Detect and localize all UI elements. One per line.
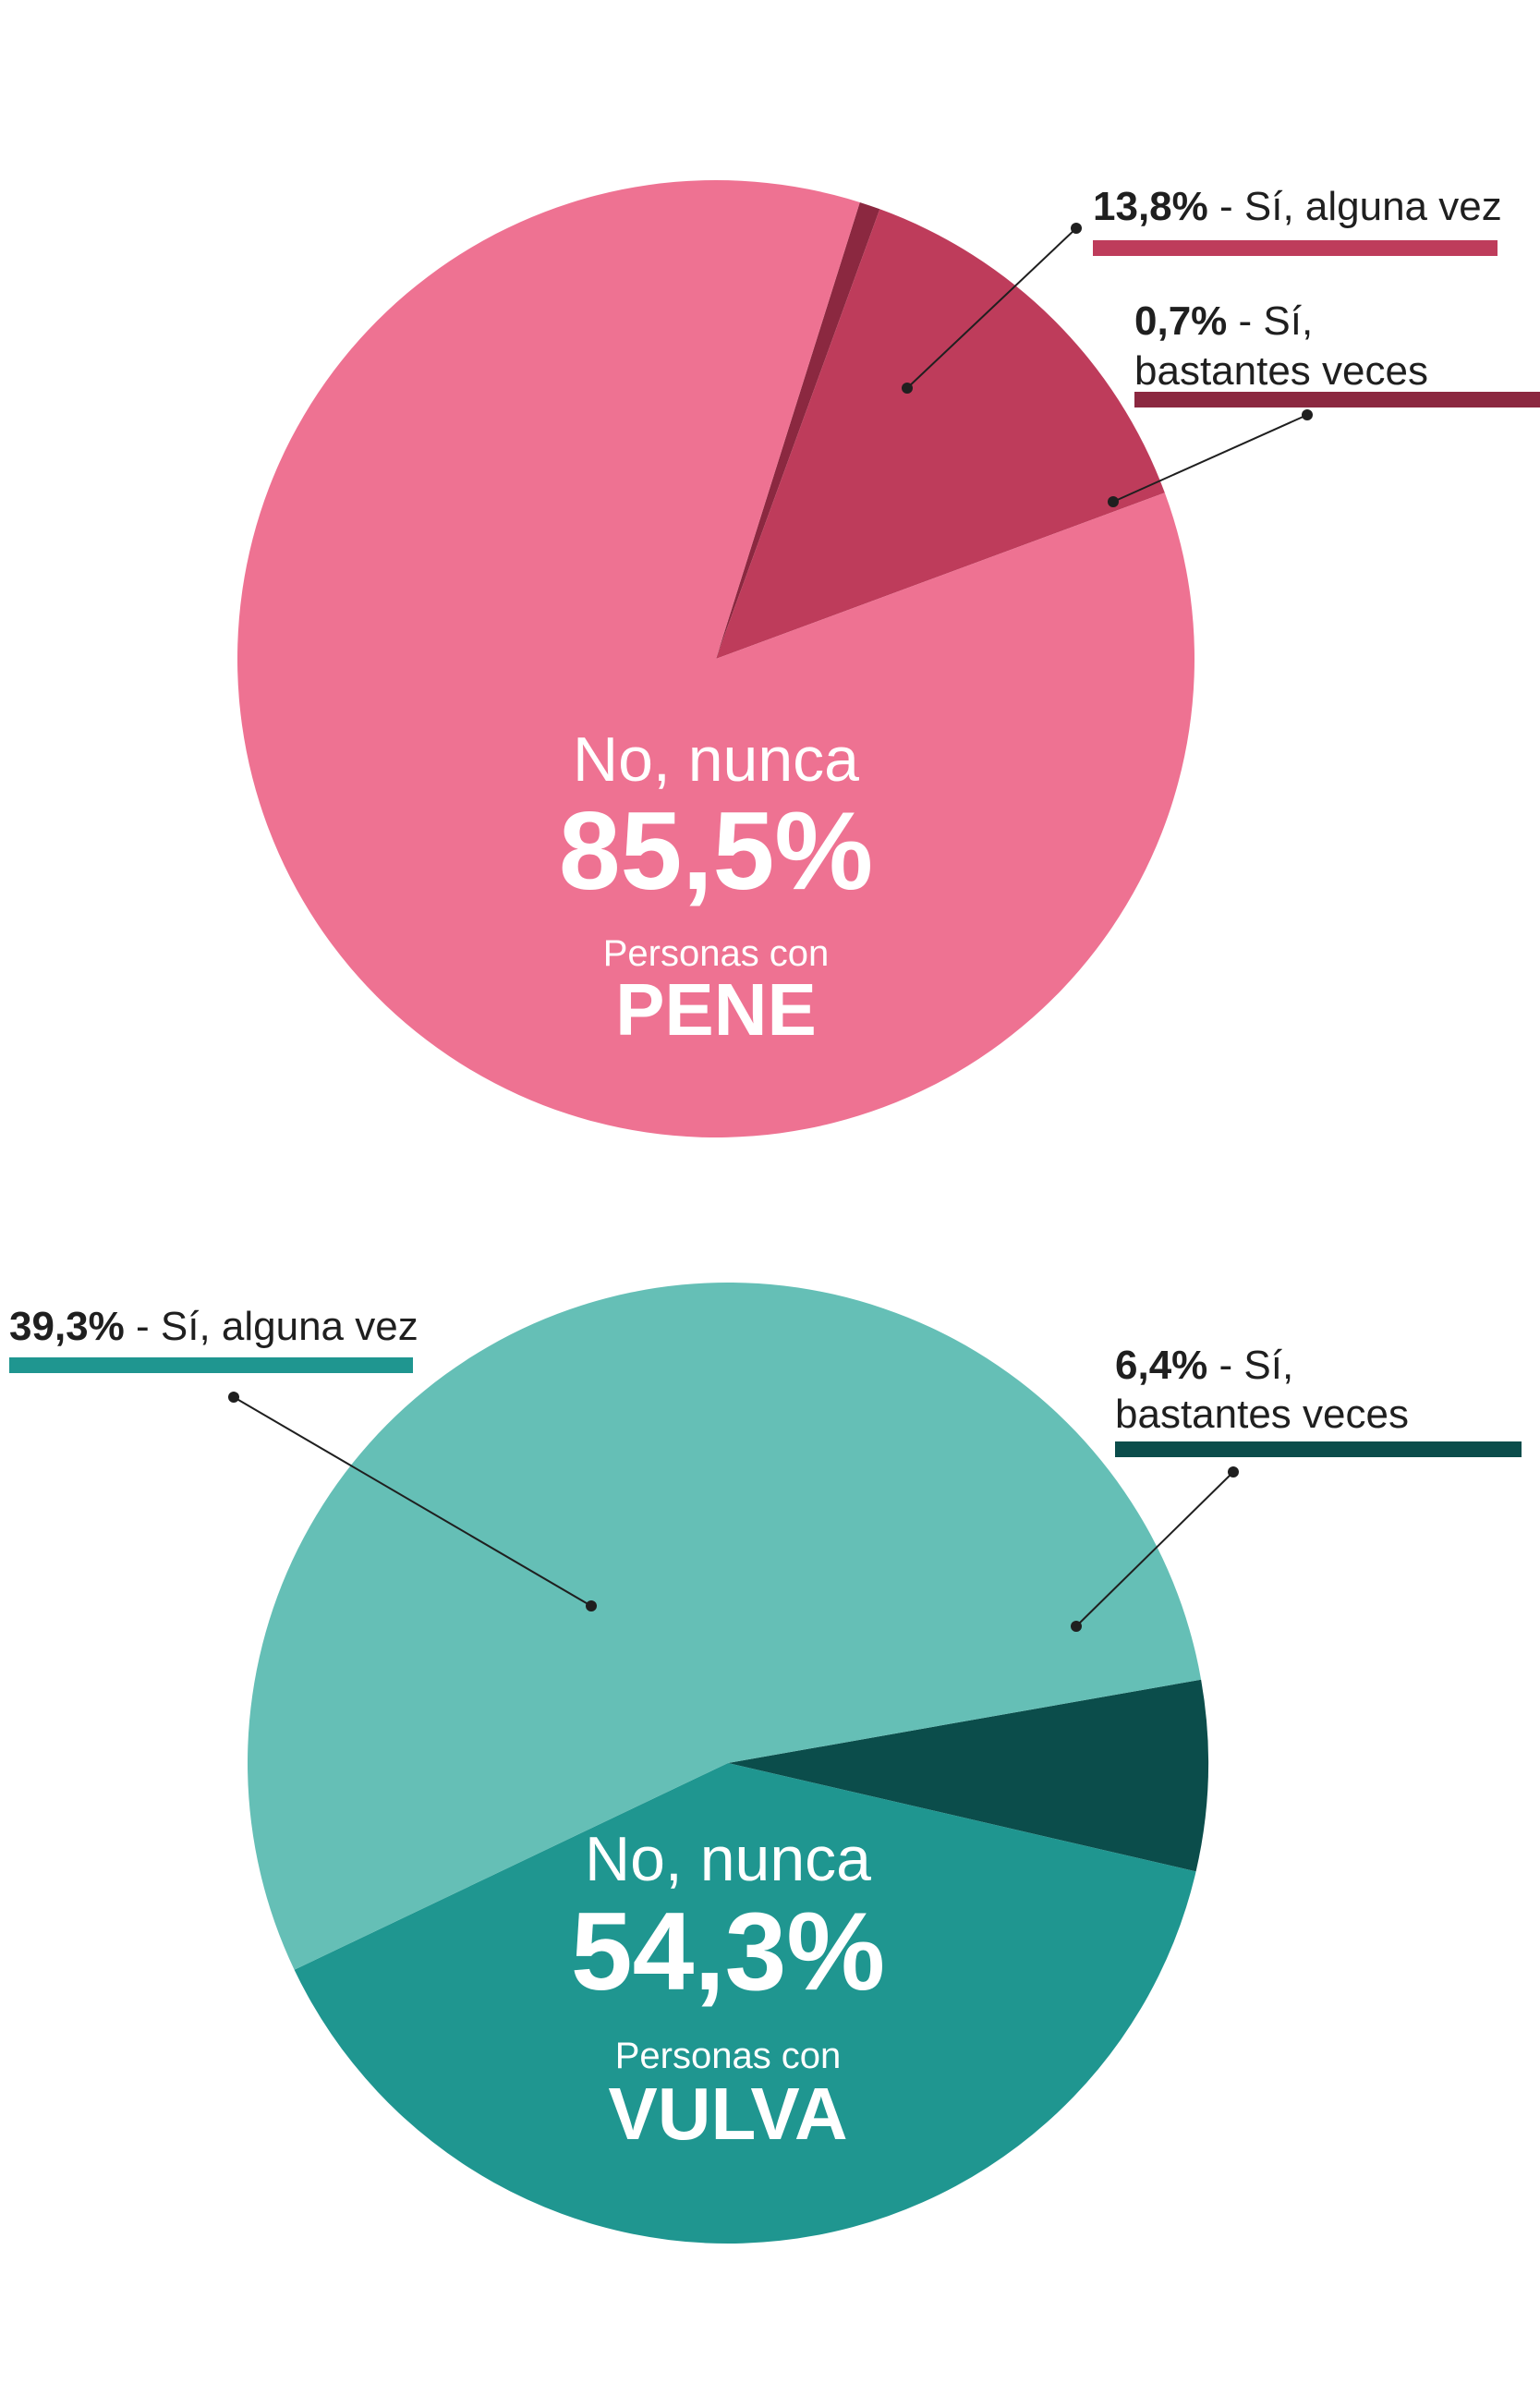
center-value-label: 54,3% — [571, 1890, 885, 2013]
leader-dot — [1071, 1621, 1082, 1632]
group-prefix-label: Personas con — [615, 2036, 842, 2076]
pie-slice-no-nunca — [237, 179, 1195, 1137]
leader-line — [1112, 414, 1308, 503]
callout-bastantes-veces: 6,4% - Sí, bastantes veces — [1071, 1343, 1522, 1632]
center-label: No, nunca 85,5% Personas con PENE — [559, 724, 873, 1051]
callout-color-bar — [9, 1357, 413, 1373]
center-category-label: No, nunca — [573, 724, 859, 795]
center-value-label: 85,5% — [559, 789, 873, 913]
callout-label: 6,4% - Sí, — [1115, 1343, 1293, 1388]
callout-value: 6,4% — [1115, 1343, 1207, 1388]
leader-dot — [902, 383, 913, 394]
callout-text: - Sí, — [1227, 298, 1313, 344]
leader-dot — [1071, 223, 1082, 234]
callout-bastantes-veces: 0,7% - Sí, bastantes veces — [1108, 298, 1540, 507]
callout-color-bar — [1093, 240, 1498, 256]
callout-label: 39,3% - Sí, alguna vez — [9, 1304, 418, 1349]
callout-value: 39,3% — [9, 1304, 125, 1349]
callout-value: 0,7% — [1134, 298, 1227, 344]
leader-dot — [228, 1392, 239, 1403]
leader-line — [906, 227, 1077, 389]
callout-text: - Sí, alguna vez — [125, 1304, 418, 1349]
pie-slice-s-bastantes-veces — [728, 1679, 1208, 1872]
pie-slices — [247, 1282, 1208, 2244]
pie-slice-s-bastantes-veces — [716, 201, 880, 659]
group-prefix-label: Personas con — [603, 933, 830, 974]
group-label: VULVA — [608, 2073, 847, 2155]
center-label: No, nunca 54,3% Personas con VULVA — [571, 1824, 885, 2155]
leader-dot — [1302, 409, 1313, 420]
callout-label: 13,8% - Sí, alguna vez — [1093, 184, 1502, 229]
callout-text-line2: bastantes veces — [1115, 1392, 1409, 1437]
pie-chart-pene: No, nunca 85,5% Personas con PENE 13,8% … — [237, 179, 1540, 1137]
leader-dot — [1228, 1466, 1239, 1478]
callout-value: 13,8% — [1093, 184, 1208, 229]
group-label: PENE — [615, 968, 817, 1051]
leader-line — [1075, 1471, 1234, 1627]
pie-slice-no-nunca — [247, 1282, 1202, 1970]
callout-text: - Sí, alguna vez — [1208, 184, 1502, 229]
leader-line — [233, 1396, 592, 1607]
pie-slices — [237, 179, 1195, 1137]
callout-color-bar — [1134, 392, 1540, 407]
callout-text-line2: bastantes veces — [1134, 348, 1428, 394]
callout-text: - Sí, — [1207, 1343, 1293, 1388]
callout-alguna-vez: 39,3% - Sí, alguna vez — [9, 1304, 597, 1611]
callout-color-bar — [1115, 1441, 1522, 1457]
callout-alguna-vez: 13,8% - Sí, alguna vez — [902, 184, 1502, 394]
pie-chart-vulva: No, nunca 54,3% Personas con VULVA 39,3%… — [9, 1282, 1522, 2244]
center-category-label: No, nunca — [585, 1824, 871, 1894]
leader-dot — [1108, 496, 1119, 507]
pie-slice-s-alguna-vez — [294, 1763, 1196, 2244]
leader-dot — [586, 1600, 597, 1611]
pie-slice-s-alguna-vez — [716, 209, 1165, 660]
callout-label: 0,7% - Sí, — [1134, 298, 1313, 344]
